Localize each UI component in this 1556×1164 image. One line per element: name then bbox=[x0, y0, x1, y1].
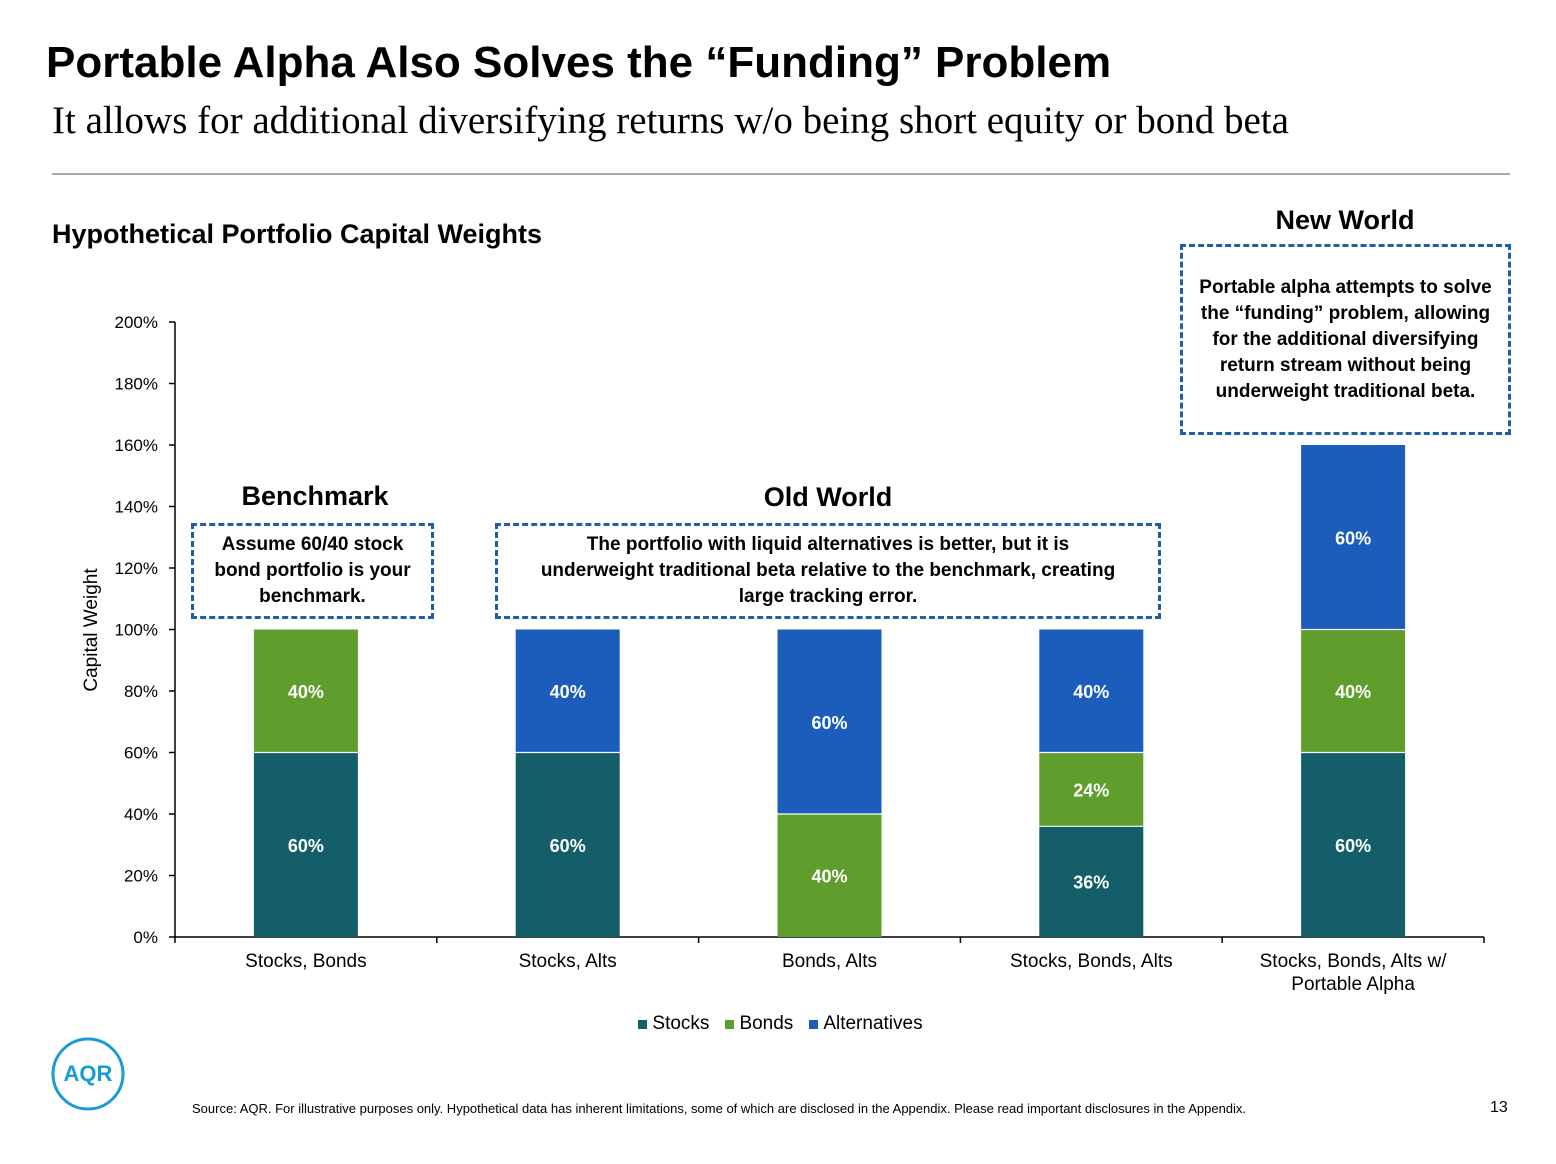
y-tick-label: 160% bbox=[115, 436, 158, 455]
bar-segment-bonds bbox=[1301, 629, 1406, 753]
x-category-label: Stocks, Bonds bbox=[245, 951, 366, 972]
y-tick-label: 20% bbox=[124, 867, 158, 886]
x-category-label: Stocks, Alts bbox=[519, 951, 617, 972]
old-world-heading: Old World bbox=[763, 482, 893, 512]
title-divider bbox=[52, 173, 1510, 175]
y-tick-label: 180% bbox=[115, 375, 158, 394]
data-label: 60% bbox=[1335, 836, 1371, 856]
bar-segment-bonds bbox=[1039, 752, 1144, 827]
bar-segment-alternatives bbox=[1301, 445, 1406, 630]
data-label: 40% bbox=[1335, 682, 1371, 702]
y-tick-label: 40% bbox=[124, 805, 158, 824]
benchmark-note: Assume 60/40 stock bond portfolio is you… bbox=[191, 523, 434, 619]
legend-item-stocks: Stocks bbox=[638, 1013, 709, 1035]
bar-segment-bonds bbox=[253, 629, 358, 753]
legend-label-alternatives: Alternatives bbox=[823, 1013, 923, 1034]
benchmark-heading: Benchmark bbox=[241, 481, 389, 511]
x-category-label: Portable Alpha bbox=[1291, 974, 1415, 995]
y-tick-label: 100% bbox=[115, 621, 158, 640]
y-tick-label: 0% bbox=[133, 928, 158, 947]
y-axis-title: Capital Weight bbox=[81, 568, 102, 692]
legend-label-bonds: Bonds bbox=[739, 1013, 794, 1034]
aqr-logo: AQR bbox=[51, 1037, 125, 1111]
stacked-bar-chart: 0% 20% 40% 60% 80% 100% 120% 140% 160% 180% 200% Ca… bbox=[81, 313, 1485, 995]
bar-segment-stocks bbox=[253, 752, 358, 937]
new-world-note: Portable alpha attempts to solve the “fu… bbox=[1180, 244, 1511, 435]
y-tick-label: 80% bbox=[124, 682, 158, 701]
new-world-heading: New World bbox=[1275, 205, 1415, 235]
y-tick-label: 140% bbox=[115, 498, 158, 517]
bar-segment-alternatives bbox=[1039, 629, 1144, 753]
data-label: 40% bbox=[811, 867, 847, 887]
source-footnote: Source: AQR. For illustrative purposes o… bbox=[192, 1101, 1247, 1116]
data-label: 40% bbox=[288, 682, 324, 702]
bar-segment-bonds bbox=[777, 814, 882, 937]
bar-segment-alternatives bbox=[777, 629, 882, 814]
data-label: 60% bbox=[811, 713, 847, 733]
legend-swatch-alternatives bbox=[809, 1019, 819, 1029]
bar-segment-alternatives bbox=[515, 629, 620, 753]
page-subtitle: It allows for additional diversifying re… bbox=[52, 99, 1289, 142]
data-label: 36% bbox=[1073, 873, 1109, 893]
data-label: 60% bbox=[550, 836, 586, 856]
data-label: 40% bbox=[550, 682, 586, 702]
data-label: 60% bbox=[288, 836, 324, 856]
chart-legend: Stocks Bonds Alternatives bbox=[0, 1013, 1556, 1035]
bar-segment-stocks bbox=[515, 752, 620, 937]
bar-segment-stocks bbox=[1039, 826, 1144, 937]
x-category-label: Stocks, Bonds, Alts w/ bbox=[1260, 951, 1448, 972]
old-world-note: The portfolio with liquid alternatives i… bbox=[495, 523, 1161, 619]
legend-item-alternatives: Alternatives bbox=[809, 1013, 923, 1035]
data-label: 24% bbox=[1073, 780, 1109, 800]
y-tick-label: 60% bbox=[124, 744, 158, 763]
data-label: 40% bbox=[1073, 682, 1109, 702]
chart-title: Hypothetical Portfolio Capital Weights bbox=[52, 219, 543, 249]
legend-label-stocks: Stocks bbox=[652, 1013, 710, 1034]
legend-swatch-stocks bbox=[638, 1019, 648, 1029]
x-category-label: Bonds, Alts bbox=[782, 951, 877, 972]
bar-segment-stocks bbox=[1301, 752, 1406, 937]
page-number: 13 bbox=[1490, 1099, 1508, 1116]
y-tick-label: 120% bbox=[115, 559, 158, 578]
y-tick-label: 200% bbox=[115, 313, 158, 332]
legend-swatch-bonds bbox=[725, 1019, 735, 1029]
x-category-label: Stocks, Bonds, Alts bbox=[1010, 951, 1173, 972]
data-label: 60% bbox=[1335, 528, 1371, 548]
page-title: Portable Alpha Also Solves the “Funding”… bbox=[46, 38, 1112, 87]
legend-item-bonds: Bonds bbox=[725, 1013, 793, 1035]
logo-lettering: AQR bbox=[64, 1061, 113, 1086]
